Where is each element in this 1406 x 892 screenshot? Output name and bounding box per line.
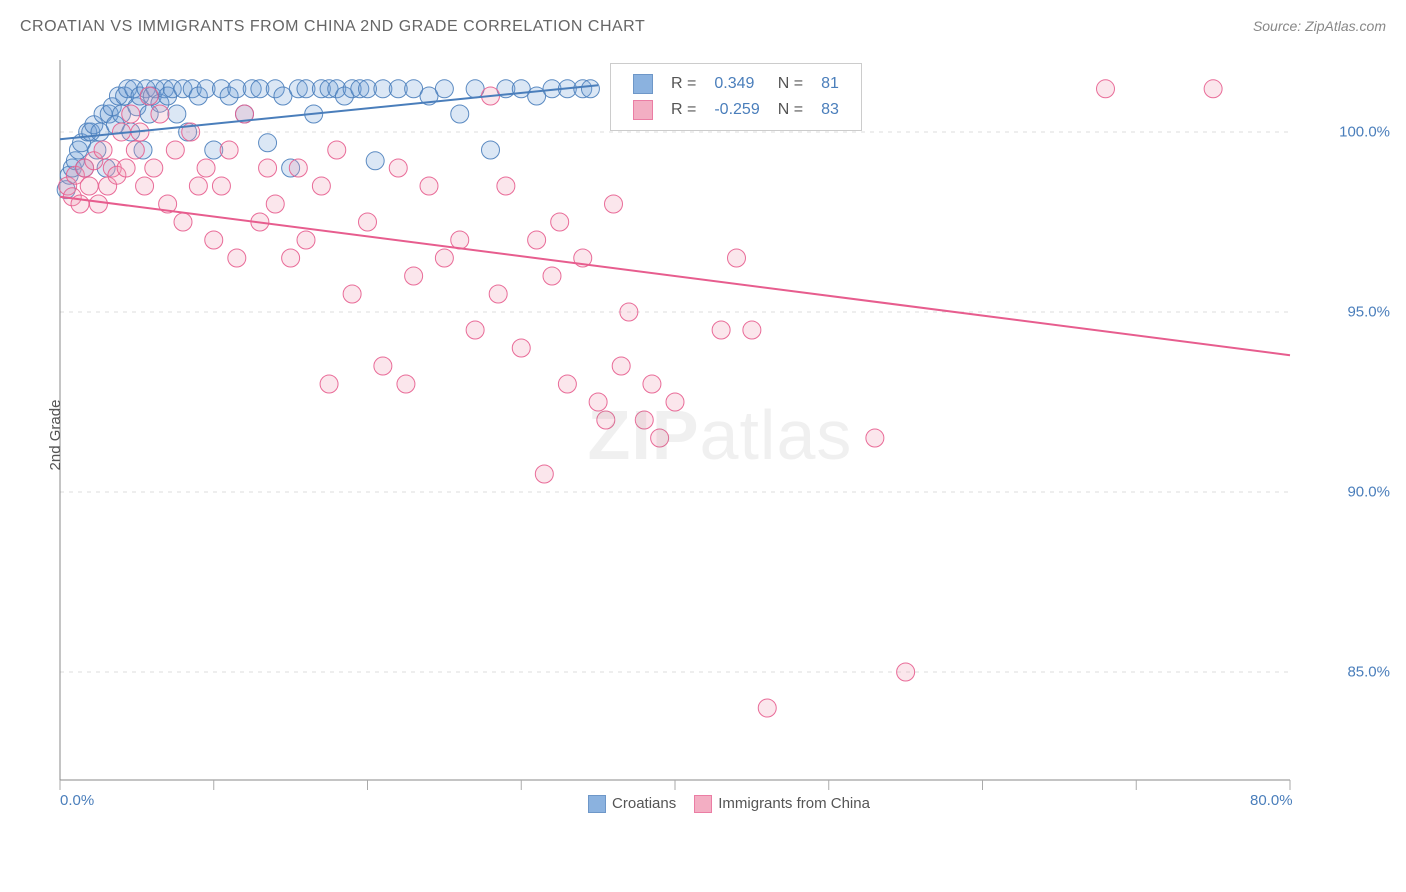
y-axis-label: 2nd Grade [47,400,64,471]
legend-swatch [633,74,653,94]
y-tick-label: 85.0% [1347,664,1390,681]
stat-r-value: -0.259 [706,98,767,122]
scatter-chart [50,55,1390,820]
y-tick-label: 90.0% [1347,484,1390,501]
stats-legend-box: R =0.349N =81 R =-0.259N =83 [610,63,862,131]
stat-n-label: N = [770,98,811,122]
stat-r-label: R = [663,98,704,122]
legend-series-label: Immigrants from China [718,795,870,812]
series-legend: Croatians Immigrants from China [50,795,1390,813]
legend-swatch [588,795,606,813]
stat-r-label: R = [663,72,704,96]
legend-swatch [633,100,653,120]
stat-n-value: 81 [813,72,847,96]
y-tick-label: 95.0% [1347,304,1390,321]
y-tick-label: 100.0% [1339,124,1390,141]
legend-swatch [694,795,712,813]
stat-n-label: N = [770,72,811,96]
chart-title: CROATIAN VS IMMIGRANTS FROM CHINA 2ND GR… [20,18,645,36]
stat-r-value: 0.349 [706,72,767,96]
source-label: Source: ZipAtlas.com [1253,18,1386,34]
chart-area: 2nd Grade ZIPatlas R =0.349N =81R =-0.25… [50,55,1390,815]
stat-n-value: 83 [813,98,847,122]
legend-series-label: Croatians [612,795,676,812]
